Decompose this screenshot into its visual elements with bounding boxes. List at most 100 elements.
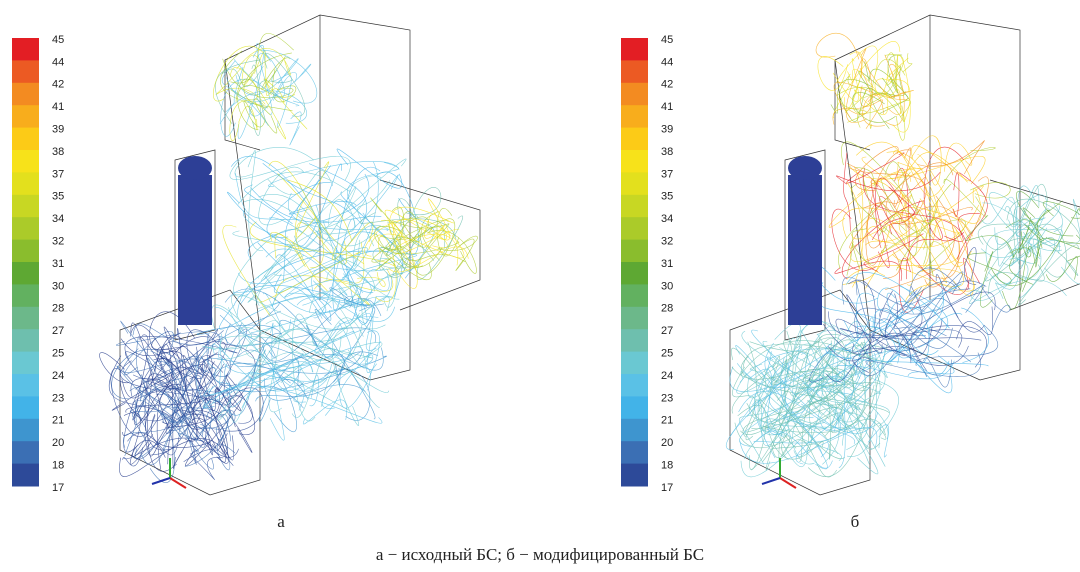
streamline bbox=[296, 273, 359, 306]
streamline bbox=[233, 285, 368, 307]
streamline bbox=[218, 333, 222, 386]
streamline bbox=[841, 277, 930, 309]
streamline bbox=[863, 93, 906, 141]
legend-swatch bbox=[621, 463, 648, 487]
streamline bbox=[247, 150, 264, 251]
streamline bbox=[346, 306, 376, 360]
legend-label: 24 bbox=[661, 370, 673, 382]
streamline bbox=[199, 392, 253, 453]
streamline bbox=[1016, 191, 1074, 237]
legend-label: 34 bbox=[52, 213, 64, 225]
streamline bbox=[265, 248, 348, 296]
streamline bbox=[836, 171, 941, 192]
streamline bbox=[845, 47, 867, 123]
streamline bbox=[292, 313, 316, 421]
streamline bbox=[269, 363, 285, 441]
streamline bbox=[386, 198, 412, 235]
legend-label: 42 bbox=[661, 79, 673, 91]
streamline bbox=[319, 215, 350, 235]
streamline bbox=[186, 427, 207, 464]
streamline bbox=[884, 54, 904, 86]
streamline bbox=[854, 166, 886, 277]
legend-swatch bbox=[621, 441, 648, 465]
streamline bbox=[767, 403, 806, 438]
streamline bbox=[243, 100, 266, 128]
legend-label: 41 bbox=[52, 101, 64, 113]
streamline bbox=[156, 403, 232, 429]
streamline bbox=[1009, 240, 1060, 267]
streamline bbox=[943, 147, 996, 184]
streamline bbox=[260, 251, 361, 303]
streamline bbox=[911, 145, 971, 182]
streamline bbox=[883, 251, 900, 279]
legend-swatch bbox=[621, 262, 648, 285]
streamline bbox=[221, 60, 269, 126]
streamline bbox=[872, 186, 915, 241]
streamline bbox=[1008, 185, 1040, 228]
streamline bbox=[371, 220, 449, 263]
streamline bbox=[996, 233, 1041, 267]
streamline bbox=[909, 267, 961, 297]
legend-label: 18 bbox=[52, 460, 64, 472]
streamline bbox=[237, 247, 368, 285]
streamline bbox=[165, 375, 202, 434]
streamline bbox=[745, 336, 802, 440]
streamline bbox=[352, 225, 394, 267]
streamline bbox=[825, 343, 989, 367]
streamline bbox=[368, 234, 397, 302]
streamline bbox=[357, 180, 390, 247]
streamline bbox=[271, 69, 297, 82]
legend-label: 30 bbox=[52, 280, 64, 292]
streamline bbox=[385, 241, 460, 255]
streamline bbox=[166, 355, 220, 428]
streamline bbox=[247, 158, 407, 303]
streamline bbox=[249, 221, 400, 271]
streamline bbox=[1021, 223, 1067, 278]
wireframe bbox=[379, 179, 481, 311]
streamline bbox=[841, 402, 887, 440]
streamline bbox=[806, 340, 840, 376]
streamline bbox=[237, 330, 355, 386]
streamline bbox=[780, 439, 838, 478]
legend-label: 34 bbox=[661, 213, 673, 225]
streamline bbox=[846, 227, 961, 280]
streamline bbox=[917, 140, 985, 175]
streamline bbox=[124, 331, 174, 376]
streamline bbox=[132, 323, 224, 346]
streamline bbox=[893, 147, 911, 208]
streamline bbox=[862, 94, 885, 127]
flow-illustration bbox=[725, 14, 1080, 496]
streamline bbox=[863, 233, 924, 272]
streamline bbox=[730, 369, 809, 437]
streamline bbox=[817, 56, 848, 91]
streamline bbox=[288, 201, 357, 215]
streamline bbox=[898, 257, 924, 313]
streamline bbox=[1013, 206, 1028, 267]
streamline bbox=[229, 333, 276, 364]
streamline bbox=[956, 172, 988, 260]
streamline bbox=[771, 367, 854, 401]
streamline bbox=[227, 307, 349, 411]
legend-label: 17 bbox=[661, 482, 673, 494]
streamline bbox=[184, 390, 230, 467]
streamline bbox=[219, 346, 343, 375]
streamline bbox=[852, 332, 912, 364]
streamline bbox=[773, 389, 825, 428]
streamline bbox=[1045, 256, 1078, 282]
streamline bbox=[910, 285, 928, 372]
streamline bbox=[896, 281, 957, 314]
streamline bbox=[270, 323, 304, 391]
axis-triad bbox=[151, 458, 187, 489]
legend-swatch bbox=[12, 105, 39, 129]
streamline bbox=[864, 204, 980, 248]
legend-label: 31 bbox=[661, 258, 673, 270]
streamline bbox=[194, 376, 213, 456]
legend-label: 45 bbox=[52, 34, 64, 46]
streamline bbox=[267, 170, 334, 195]
streamline bbox=[825, 385, 865, 427]
streamline bbox=[765, 362, 789, 392]
legend-swatch bbox=[12, 329, 39, 353]
streamline bbox=[213, 45, 269, 102]
streamline bbox=[956, 306, 994, 340]
streamline bbox=[192, 361, 215, 442]
